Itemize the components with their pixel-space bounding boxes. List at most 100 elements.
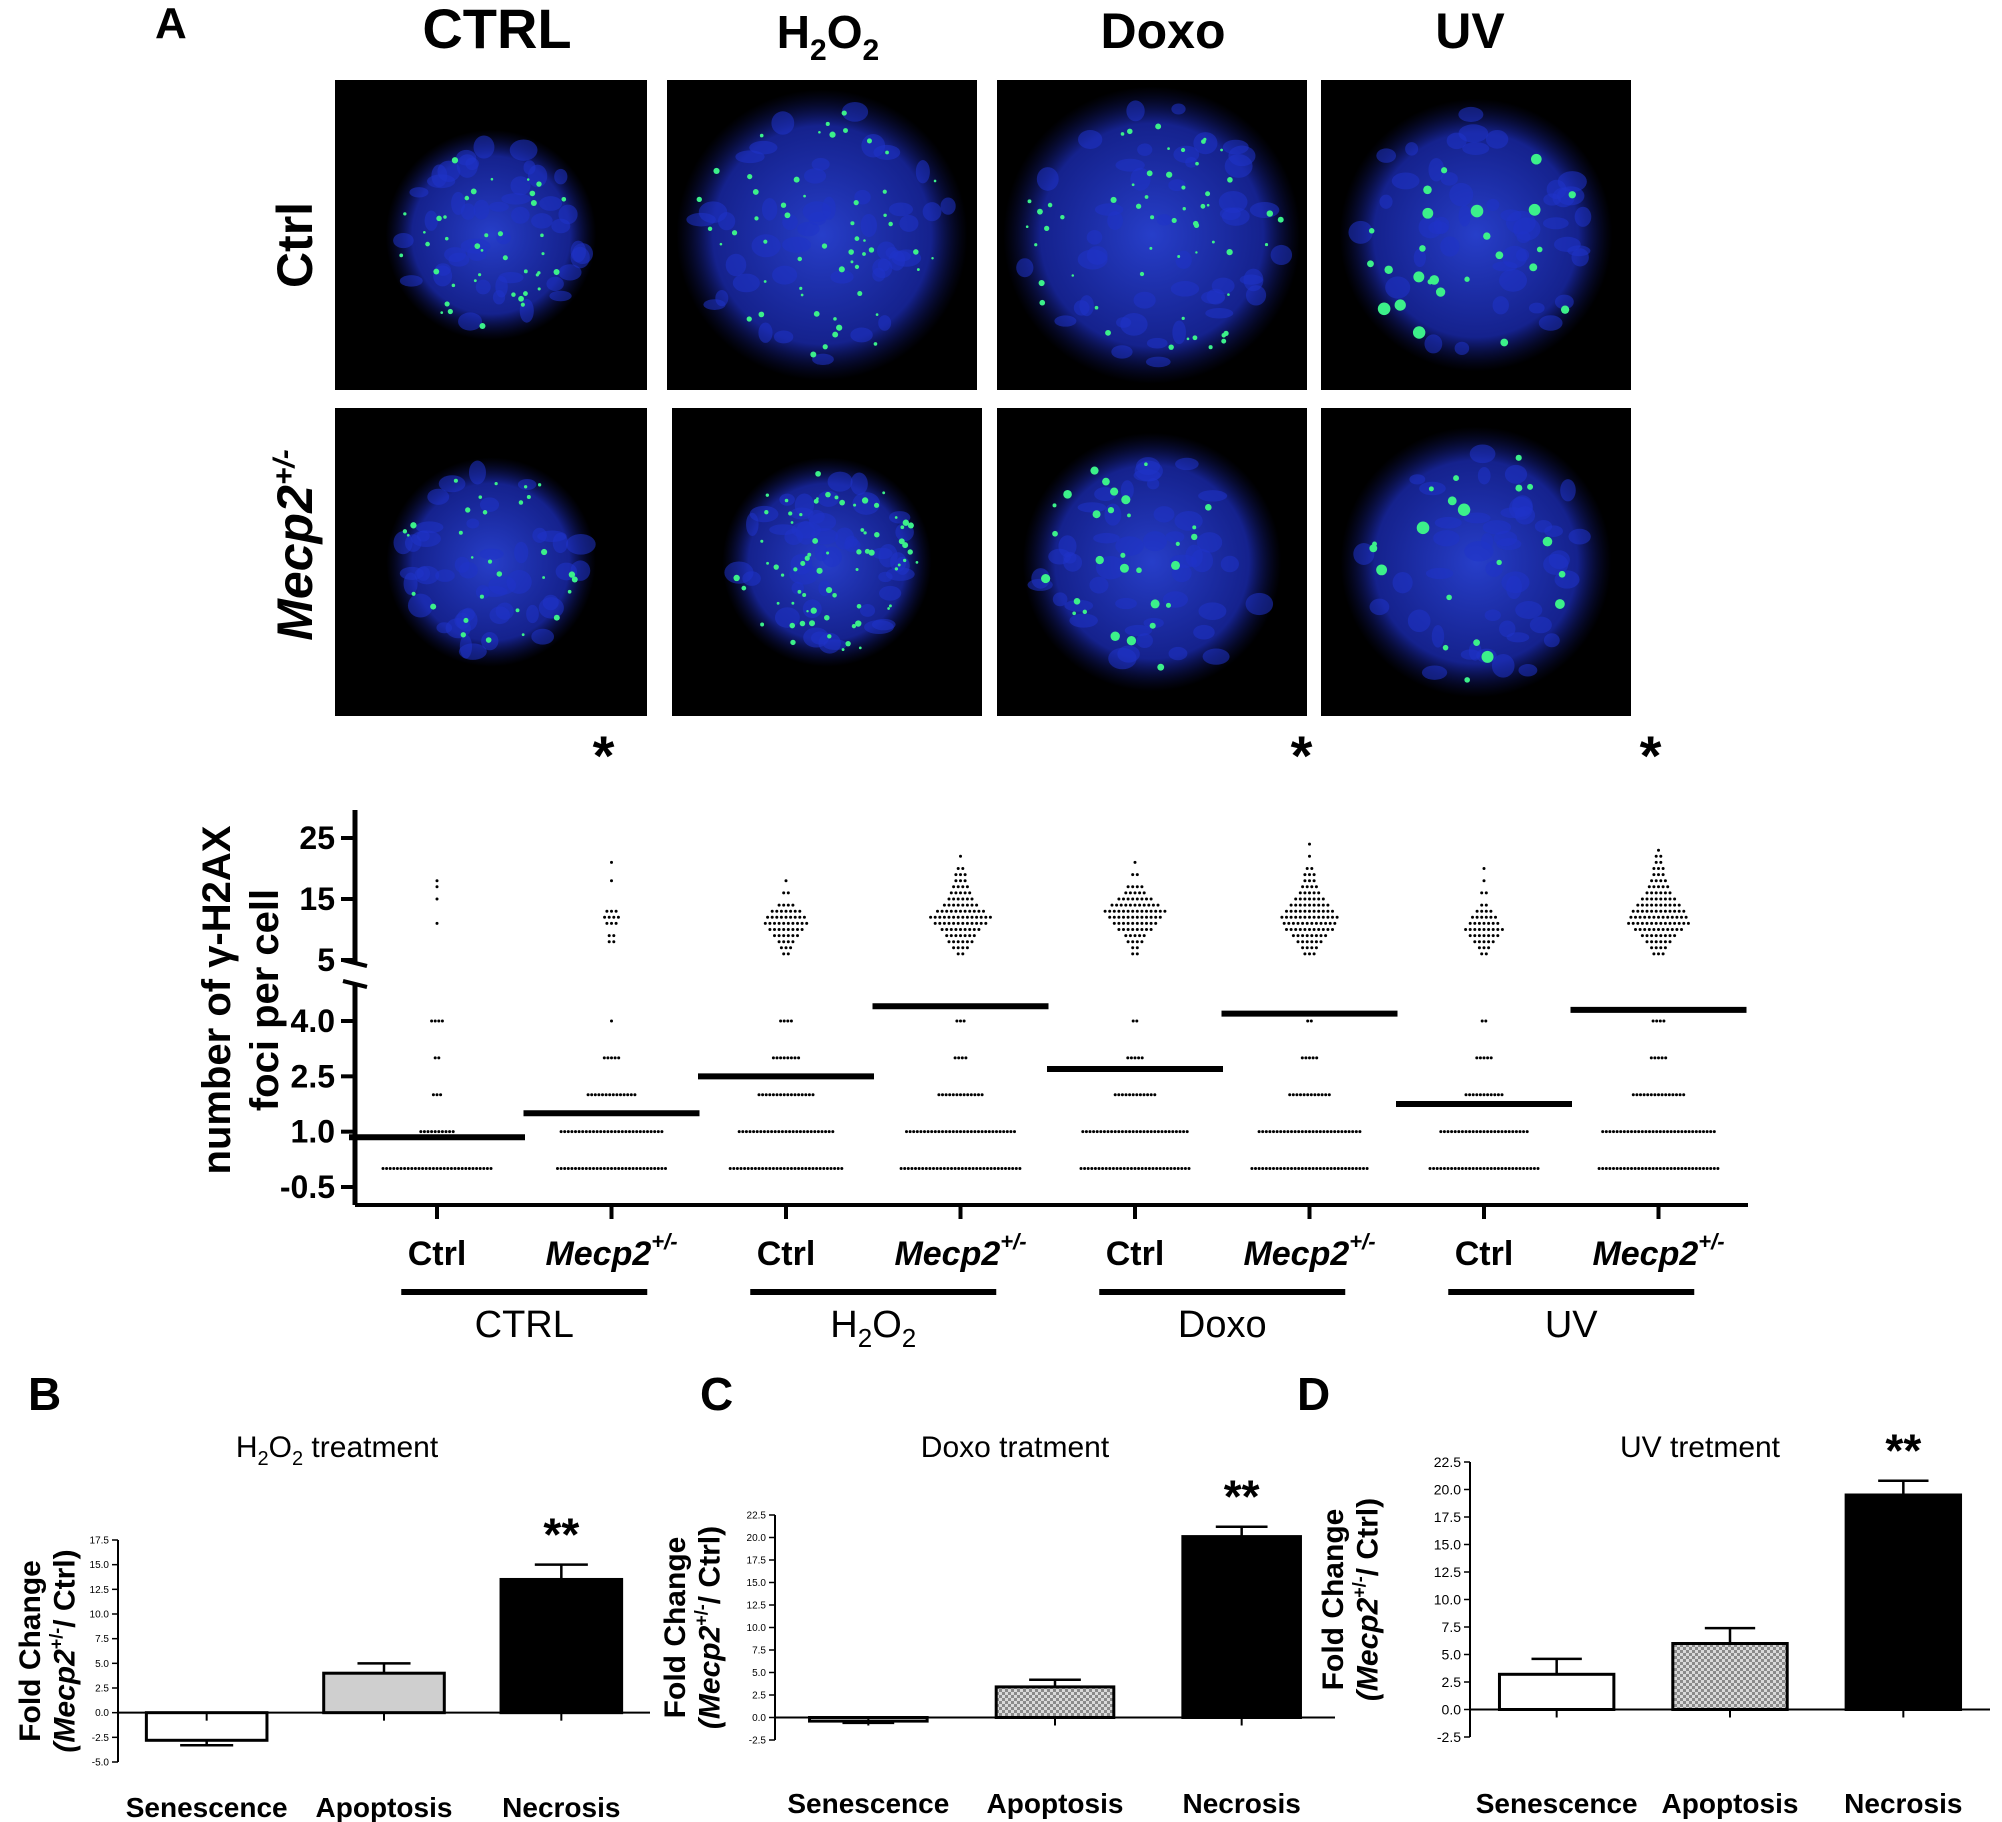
focus-dot — [797, 589, 802, 594]
nucleus — [774, 607, 800, 628]
focus-dot — [1034, 243, 1038, 247]
data-point — [1167, 1130, 1171, 1134]
data-point — [786, 952, 790, 956]
data-point — [972, 909, 976, 913]
data-point — [1131, 952, 1135, 956]
data-point — [1652, 867, 1656, 870]
focus-dot — [1446, 594, 1452, 601]
nucleus — [501, 193, 531, 205]
nucleus — [1425, 567, 1454, 580]
data-point — [631, 1130, 635, 1134]
data-point — [1482, 1167, 1486, 1171]
focus-dot — [857, 291, 863, 297]
data-point — [1482, 1093, 1486, 1097]
data-point — [1640, 921, 1644, 925]
nucleus — [879, 585, 902, 601]
focus-dot — [1120, 132, 1125, 136]
data-point — [1126, 915, 1130, 919]
focus-dot — [1483, 232, 1491, 240]
data-point — [962, 1093, 966, 1097]
data-point — [1660, 1056, 1664, 1060]
nucleus — [1463, 512, 1491, 524]
focus-dot — [1528, 203, 1541, 216]
data-point — [1122, 921, 1125, 925]
data-point — [791, 934, 795, 938]
focus-dot — [1150, 215, 1155, 220]
data-point — [1126, 1167, 1130, 1171]
nucleus — [1460, 649, 1481, 660]
focus-dot — [1044, 225, 1050, 232]
data-point — [949, 891, 953, 895]
data-point — [1142, 1093, 1146, 1097]
focus-dot — [1144, 195, 1149, 199]
significance-star: * — [1640, 724, 1662, 787]
data-point — [1662, 1167, 1666, 1171]
nucleus — [922, 202, 942, 222]
nucleus — [511, 206, 530, 224]
data-point — [610, 909, 613, 913]
data-point — [1288, 1093, 1292, 1097]
data-point — [1285, 909, 1288, 913]
data-point — [941, 1130, 944, 1134]
data-point — [1486, 1167, 1490, 1171]
data-point — [1131, 921, 1135, 925]
focus-dot — [915, 560, 919, 564]
focus-dot — [518, 500, 524, 505]
nucleus — [473, 199, 490, 220]
data-point — [1622, 1167, 1626, 1171]
data-point — [977, 909, 981, 913]
data-point — [1340, 1130, 1344, 1134]
data-point — [607, 940, 611, 944]
data-point — [1657, 873, 1660, 877]
focus-dot — [875, 313, 879, 316]
data-point — [1615, 1130, 1619, 1134]
focus-dot — [1205, 191, 1211, 197]
data-point — [653, 1167, 657, 1171]
nucleus — [1431, 625, 1445, 648]
data-point — [798, 915, 802, 919]
data-point — [952, 897, 956, 901]
data-point — [1140, 909, 1144, 913]
data-point — [802, 1130, 806, 1134]
data-point — [1126, 885, 1130, 889]
data-point — [1122, 928, 1125, 931]
nucleus — [1512, 217, 1541, 241]
data-point — [1663, 903, 1667, 907]
data-point — [616, 915, 620, 919]
nucleus — [1249, 202, 1280, 218]
data-point — [1308, 1056, 1311, 1060]
focus-dot — [1177, 255, 1181, 259]
focus-dot — [1192, 525, 1197, 530]
x-category-label: Mecp2+/- — [1243, 1229, 1375, 1273]
chart-title: Doxo tratment — [921, 1431, 1110, 1464]
data-point — [982, 1167, 986, 1171]
data-point — [831, 1130, 835, 1134]
data-point — [796, 928, 799, 931]
data-point — [786, 1056, 790, 1060]
focus-dot — [494, 481, 498, 486]
data-point — [947, 903, 951, 907]
data-point — [1140, 928, 1144, 931]
data-point — [1299, 1093, 1302, 1097]
data-point — [611, 1093, 615, 1097]
data-point — [959, 1019, 962, 1023]
data-point — [933, 1130, 937, 1134]
focus-dot — [1368, 228, 1375, 234]
data-point — [442, 1167, 446, 1171]
nucleus — [782, 214, 798, 231]
col-header-ctrl: CTRL — [422, 0, 571, 60]
nucleus — [1567, 245, 1591, 257]
data-point — [556, 1167, 559, 1171]
data-point — [1294, 897, 1298, 901]
data-point — [1315, 1056, 1319, 1060]
data-point — [1120, 1130, 1124, 1134]
data-point — [777, 903, 781, 907]
nucleus — [1089, 576, 1109, 594]
data-point — [786, 1093, 790, 1097]
data-point — [1317, 891, 1321, 895]
data-point — [1666, 1130, 1669, 1134]
nucleus — [771, 111, 795, 135]
nucleus — [454, 556, 470, 573]
data-point — [1308, 903, 1311, 907]
focus-dot — [1435, 287, 1446, 297]
